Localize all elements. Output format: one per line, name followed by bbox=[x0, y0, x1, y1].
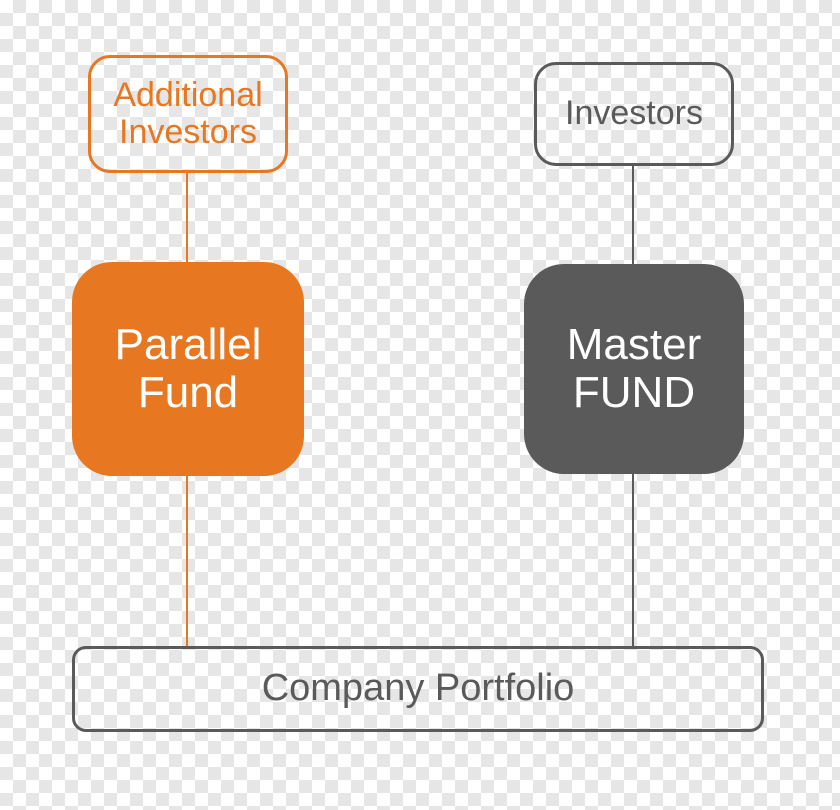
edge-parallel-to-portfolio bbox=[186, 476, 188, 646]
node-label: AdditionalInvestors bbox=[113, 77, 262, 152]
node-investors: Investors bbox=[534, 62, 734, 166]
node-label: ParallelFund bbox=[115, 321, 262, 418]
edge-addl-to-parallel bbox=[186, 173, 188, 262]
node-master-fund: MasterFUND bbox=[524, 264, 744, 474]
node-parallel-fund: ParallelFund bbox=[72, 262, 304, 476]
node-label: MasterFUND bbox=[567, 321, 701, 418]
node-label: Company Portfolio bbox=[262, 668, 575, 710]
edge-master-to-portfolio bbox=[632, 474, 634, 646]
node-additional-investors: AdditionalInvestors bbox=[88, 55, 288, 173]
node-label: Investors bbox=[565, 95, 703, 132]
edge-investors-to-master bbox=[632, 166, 634, 264]
node-company-portfolio: Company Portfolio bbox=[72, 646, 764, 732]
diagram-canvas: AdditionalInvestors Investors ParallelFu… bbox=[0, 0, 840, 810]
